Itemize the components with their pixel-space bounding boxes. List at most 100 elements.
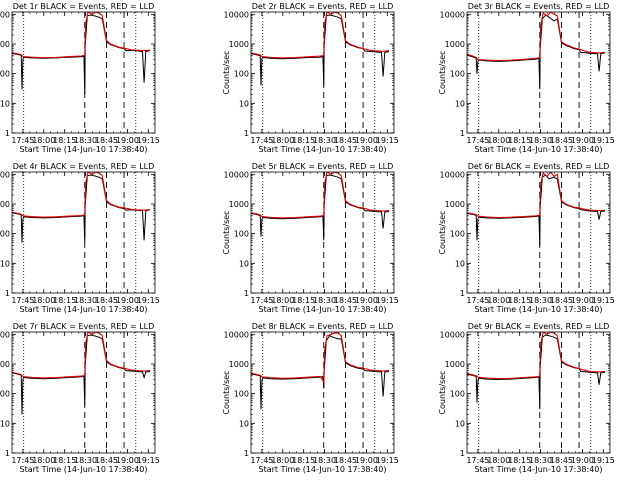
panel-det-7: Det 7r BLACK = Events, RED = LLD 1 10 100 10… — [0, 322, 160, 474]
x-tick-label: 17:45 — [11, 456, 34, 465]
lld-series-line — [12, 172, 151, 218]
events-series-line — [467, 334, 606, 410]
y-tick-label: 10 — [239, 99, 249, 108]
y-tick-label: 100 — [0, 70, 10, 79]
x-tick-label: 18:15 — [53, 136, 76, 145]
x-axis-label: Start Time (14-Jun-10 17:38:40) — [20, 465, 148, 474]
lld-series-line — [12, 12, 151, 59]
panel-title: Det 6r BLACK = Events, RED = LLD — [468, 162, 610, 171]
x-tick-label: 19:15 — [592, 296, 615, 305]
x-axis-label: Start Time (14-Jun-10 17:38:40) — [20, 145, 148, 154]
lld-series-line — [467, 172, 606, 219]
panel-title: Det 7r BLACK = Events, RED = LLD — [13, 322, 155, 331]
y-tick-label: 10 — [455, 259, 465, 268]
x-tick-label: 17:45 — [250, 456, 273, 465]
x-tick-label: 18:30 — [529, 136, 552, 145]
x-tick-label: 18:00 — [32, 456, 55, 465]
y-tick-label: 1000 — [445, 200, 465, 209]
x-tick-label: 19:15 — [137, 456, 160, 465]
y-tick-label: 1000 — [229, 40, 249, 49]
x-axis-label: Start Time (14-Jun-10 17:38:40) — [475, 465, 603, 474]
events-series-line — [467, 174, 606, 246]
y-tick-label: 10000 — [0, 330, 10, 339]
x-tick-label: 17:45 — [250, 296, 273, 305]
x-tick-label: 19:00 — [116, 296, 139, 305]
x-tick-label: 18:45 — [550, 296, 573, 305]
events-series-line — [251, 335, 390, 410]
y-tick-label: 10000 — [440, 10, 465, 19]
x-tick-label: 17:45 — [11, 136, 34, 145]
y-axis-label: Counts/sec — [438, 370, 447, 414]
x-tick-label: 18:00 — [487, 296, 510, 305]
panel-title: Det 5r BLACK = Events, RED = LLD — [252, 162, 394, 171]
panel-det-5: Det 5r BLACK = Events, RED = LLD 1 10 100 10… — [222, 162, 399, 314]
y-tick-label: 10 — [0, 99, 10, 108]
lld-series-line — [251, 332, 390, 384]
x-tick-label: 19:15 — [376, 456, 399, 465]
y-tick-label: 1 — [460, 129, 465, 138]
x-tick-label: 18:00 — [487, 456, 510, 465]
y-tick-label: 100 — [450, 230, 465, 239]
x-tick-label: 18:00 — [487, 136, 510, 145]
y-tick-label: 1 — [5, 449, 10, 458]
x-tick-label: 18:15 — [508, 136, 531, 145]
x-axis-label: Start Time (14-Jun-10 17:38:40) — [475, 145, 603, 154]
lld-series-line — [12, 332, 151, 379]
x-tick-label: 19:15 — [376, 136, 399, 145]
x-tick-label: 18:45 — [95, 136, 118, 145]
y-tick-label: 1000 — [445, 360, 465, 369]
x-tick-label: 18:30 — [313, 136, 336, 145]
x-tick-label: 18:00 — [32, 296, 55, 305]
x-axis-label: Start Time (14-Jun-10 17:38:40) — [259, 465, 387, 474]
y-tick-label: 10000 — [440, 170, 465, 179]
x-tick-label: 18:30 — [74, 136, 97, 145]
y-tick-label: 1 — [244, 129, 249, 138]
y-tick-label: 100 — [450, 390, 465, 399]
events-series-line — [12, 14, 151, 95]
panel-title: Det 1r BLACK = Events, RED = LLD — [13, 2, 155, 11]
y-tick-label: 10000 — [224, 10, 249, 19]
panel-det-8: Det 8r BLACK = Events, RED = LLD 1 10 100 10… — [222, 322, 399, 474]
panel-title: Det 2r BLACK = Events, RED = LLD — [252, 2, 394, 11]
x-tick-label: 17:45 — [466, 296, 489, 305]
y-tick-label: 10000 — [224, 170, 249, 179]
lld-series-line — [251, 172, 390, 219]
plot-frame — [11, 11, 156, 134]
y-tick-label: 100 — [234, 230, 249, 239]
y-tick-label: 10 — [455, 99, 465, 108]
x-tick-label: 18:45 — [550, 456, 573, 465]
x-tick-label: 18:30 — [74, 456, 97, 465]
y-axis-label: Counts/sec — [222, 370, 231, 414]
plot-frame — [250, 171, 395, 294]
x-tick-label: 18:15 — [508, 296, 531, 305]
x-tick-label: 18:00 — [271, 456, 294, 465]
x-tick-label: 17:45 — [11, 296, 34, 305]
x-tick-label: 19:00 — [116, 456, 139, 465]
x-tick-label: 19:15 — [137, 136, 160, 145]
panel-title: Det 8r BLACK = Events, RED = LLD — [252, 322, 394, 331]
y-tick-label: 1000 — [0, 360, 10, 369]
panel-det-6: Det 6r BLACK = Events, RED = LLD 1 10 100 10… — [438, 162, 615, 314]
events-series-line — [251, 14, 390, 86]
y-tick-label: 10000 — [0, 170, 10, 179]
events-series-line — [467, 14, 606, 90]
y-tick-label: 1000 — [0, 200, 10, 209]
x-tick-label: 18:00 — [32, 136, 55, 145]
y-tick-label: 100 — [0, 390, 10, 399]
lld-series-line — [251, 12, 390, 59]
x-tick-label: 19:00 — [571, 456, 594, 465]
plot-frame — [466, 171, 611, 294]
y-tick-label: 1000 — [445, 40, 465, 49]
y-tick-label: 10000 — [440, 330, 465, 339]
y-tick-label: 1 — [460, 289, 465, 298]
y-tick-label: 100 — [0, 230, 10, 239]
y-axis-label: Counts/sec — [222, 210, 231, 254]
x-tick-label: 18:45 — [334, 296, 357, 305]
x-axis-label: Start Time (14-Jun-10 17:38:40) — [259, 145, 387, 154]
y-tick-label: 1 — [244, 289, 249, 298]
x-tick-label: 18:30 — [313, 456, 336, 465]
x-tick-label: 18:00 — [271, 136, 294, 145]
y-tick-label: 1000 — [0, 40, 10, 49]
x-tick-label: 18:45 — [95, 456, 118, 465]
x-tick-label: 19:00 — [355, 296, 378, 305]
